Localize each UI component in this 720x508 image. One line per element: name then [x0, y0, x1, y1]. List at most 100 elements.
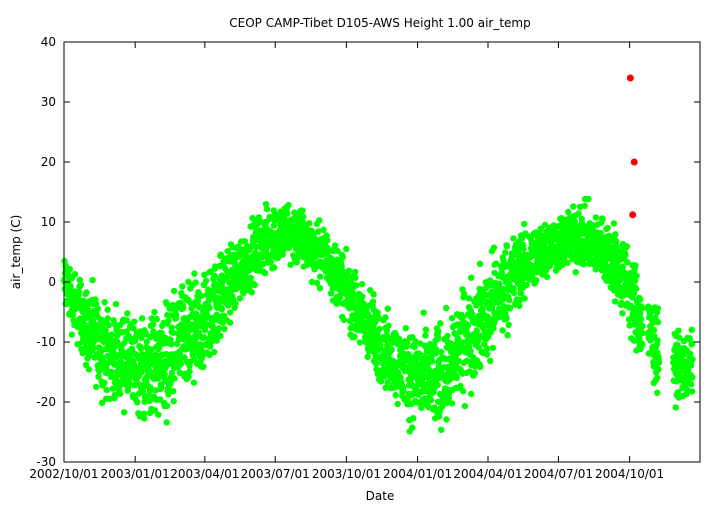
data-point: [376, 325, 383, 333]
data-point: [320, 226, 327, 233]
y-tick-label: 10: [41, 215, 56, 229]
x-tick-label: 2004/01/01: [383, 467, 452, 481]
data-point: [226, 319, 234, 326]
y-axis: -30 -20 -10 0 10 20 30 40: [36, 35, 700, 469]
data-point: [409, 424, 416, 431]
data-point: [505, 321, 512, 328]
data-point: [192, 279, 199, 286]
data-point: [476, 260, 484, 267]
data-point: [443, 304, 450, 312]
data-point: [103, 386, 111, 394]
plot-frame: [63, 41, 701, 463]
data-point: [123, 317, 130, 324]
data-point: [313, 279, 321, 287]
data-point: [688, 340, 696, 347]
data-point: [316, 285, 324, 292]
data-point: [443, 416, 450, 423]
data-point: [98, 399, 106, 406]
data-point: [403, 339, 411, 346]
data-point: [616, 277, 623, 284]
data-point: [521, 295, 528, 302]
data-point: [158, 384, 165, 391]
data-point: [632, 285, 640, 293]
data-point: [654, 305, 662, 312]
x-tick-label: 2003/04/01: [170, 467, 239, 481]
data-point: [299, 207, 306, 214]
data-point: [86, 352, 93, 359]
data-point: [232, 300, 239, 307]
data-point: [619, 263, 626, 270]
data-point: [437, 320, 444, 327]
data-point: [155, 411, 162, 418]
data-point: [260, 260, 267, 268]
data-point: [435, 328, 442, 335]
data-point: [422, 332, 429, 339]
data-point: [253, 221, 261, 228]
data-point: [327, 290, 335, 297]
data-point: [459, 388, 467, 395]
data-point: [377, 378, 385, 385]
data-point: [384, 305, 391, 312]
data-point: [85, 307, 93, 314]
data-point: [131, 318, 138, 325]
data-point: [438, 426, 445, 433]
data-point: [412, 338, 419, 345]
data-point: [571, 218, 579, 225]
data-point: [90, 344, 98, 351]
data-point: [373, 360, 380, 367]
data-point: [443, 399, 450, 407]
data-point: [150, 321, 157, 328]
data-point: [359, 293, 366, 300]
data-point: [163, 402, 171, 409]
data-point: [266, 215, 273, 223]
x-tick-label: 2002/10/01: [29, 467, 98, 481]
data-point: [153, 315, 160, 323]
data-point: [654, 318, 662, 326]
data-point: [506, 296, 513, 304]
data-point: [138, 368, 145, 376]
data-point: [438, 348, 445, 356]
data-point: [496, 280, 503, 288]
data-point: [91, 337, 98, 345]
data-point: [519, 234, 526, 242]
data-point: [612, 231, 619, 238]
y-tick-label: -20: [36, 395, 56, 409]
data-point: [93, 383, 100, 391]
data-point: [185, 373, 192, 381]
y-tick-label: 20: [41, 155, 56, 169]
data-point: [324, 236, 331, 244]
y-tick-label: 0: [48, 275, 56, 289]
data-point: [385, 322, 392, 329]
data-point: [176, 369, 183, 376]
data-point: [287, 261, 294, 268]
data-point: [89, 276, 96, 284]
data-point: [63, 300, 71, 308]
data-point: [672, 404, 679, 411]
data-point: [689, 356, 696, 363]
data-point: [461, 290, 468, 297]
data-point: [453, 374, 460, 381]
data-point: [206, 304, 213, 312]
data-point: [631, 277, 639, 285]
data-point: [66, 265, 74, 273]
data-point: [580, 261, 587, 268]
data-point: [638, 330, 646, 337]
data-point: [377, 342, 384, 349]
data-point: [464, 322, 472, 329]
data-point: [161, 376, 169, 384]
data-point: [317, 273, 324, 280]
data-point: [683, 386, 691, 393]
data-point: [411, 343, 418, 351]
data-point: [165, 317, 172, 325]
data-point: [444, 332, 451, 340]
data-point: [572, 269, 579, 276]
data-point: [420, 309, 427, 316]
data-point: [687, 350, 694, 357]
red-series: [626, 74, 638, 219]
data-point: [477, 363, 484, 370]
data-point: [466, 343, 473, 350]
data-point: [465, 295, 473, 302]
data-point: [370, 291, 377, 298]
data-point: [388, 346, 395, 353]
data-point: [168, 369, 176, 377]
